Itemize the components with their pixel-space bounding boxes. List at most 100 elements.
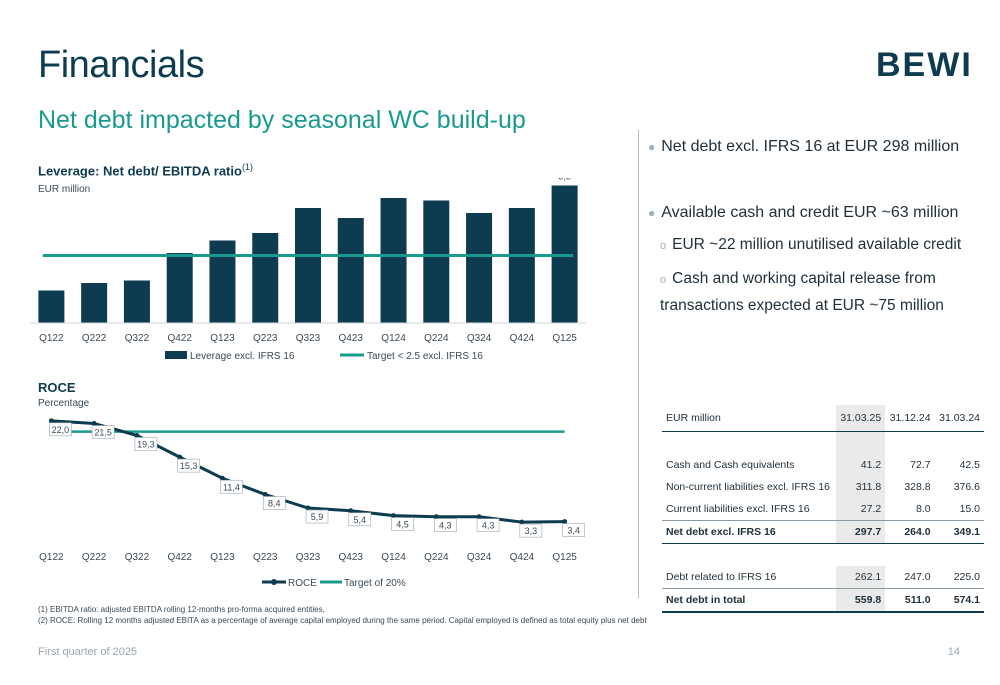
leverage-bar xyxy=(337,218,364,323)
leverage-bar xyxy=(423,200,450,323)
bar-data-label: 5,5 xyxy=(558,178,571,182)
x-tick-label: Q124 xyxy=(381,552,406,563)
data-label-box xyxy=(519,523,543,538)
data-label-box xyxy=(305,509,329,524)
roce-data-label: 3,3 xyxy=(525,526,538,536)
roce-data-label: 19,3 xyxy=(137,439,155,449)
x-tick-label: Q324 xyxy=(467,333,492,344)
legend-label: Target of 20% xyxy=(344,578,406,589)
table-cell: 72.7 xyxy=(910,459,931,471)
page-number: 14 xyxy=(947,646,960,658)
legend-label: Leverage excl. IFRS 16 xyxy=(190,351,295,362)
table-cell: Net debt in total xyxy=(662,588,836,613)
circle-bullet-icon: o xyxy=(660,274,667,286)
footer-text: First quarter of 2025 xyxy=(38,646,138,658)
x-tick-label: Q125 xyxy=(552,333,577,344)
leverage-bar xyxy=(252,233,279,323)
table-cell: Net debt excl. IFRS 16 xyxy=(662,520,836,544)
table-cell: Non-current liabilities excl. IFRS 16 xyxy=(666,481,830,493)
table-header-cell: 31.03.24 xyxy=(934,405,984,432)
table-row: Cash and Cash equivalents 41.2 72.7 42.5 xyxy=(662,454,984,476)
table-cell: 247.0 xyxy=(904,571,931,583)
data-label-box xyxy=(348,512,372,527)
table-cell: 225.0 xyxy=(953,571,980,583)
data-label-box xyxy=(134,437,158,451)
data-label-box xyxy=(177,458,200,473)
table-cell: 15.0 xyxy=(959,503,980,515)
x-tick-label: Q324 xyxy=(467,552,492,563)
x-tick-label: Q222 xyxy=(82,333,107,344)
table-cell: 376.6 xyxy=(953,481,980,493)
leverage-chart: Q122 Q222 Q322 Q422 Q123 Q223 Q323 Q423 Q124 Q224… xyxy=(30,178,586,362)
data-label-box xyxy=(391,517,414,531)
roce-point xyxy=(562,519,568,525)
data-label-box xyxy=(49,422,72,437)
table-cell: 511.0 xyxy=(885,588,935,613)
data-label-box xyxy=(220,479,243,494)
legend-label: Target < 2.5 excl. IFRS 16 xyxy=(367,351,483,362)
roce-point xyxy=(91,421,97,427)
roce-point xyxy=(134,432,140,438)
table-cell: 41.2 xyxy=(835,454,886,476)
roce-chart: 22,0 Q122 21,5 Q222 19,3 Q322 15,3 Q422 11,4 Q123… xyxy=(39,418,585,589)
sub-bullet-text: EUR ~22 million unutilised available cre… xyxy=(672,236,962,253)
roce-data-label: 8,4 xyxy=(268,499,281,509)
roce-point xyxy=(262,492,268,497)
leverage-unit-label: EUR million xyxy=(38,184,91,195)
x-tick-label: Q122 xyxy=(39,333,64,344)
data-label-box xyxy=(434,518,457,533)
leverage-bar xyxy=(508,208,535,323)
leverage-bar xyxy=(123,280,150,323)
roce-chart-title: ROCE xyxy=(38,380,76,395)
roce-point xyxy=(433,514,439,520)
circle-bullet-icon: o xyxy=(660,240,667,252)
table-row: Current liabilities excl. IFRS 16 27.2 8… xyxy=(662,498,984,521)
data-label-box xyxy=(262,496,286,510)
x-tick-label: Q322 xyxy=(125,552,150,563)
table-cell: 574.1 xyxy=(934,588,984,613)
footnote: (1) EBITDA ratio: adjusted EBITDA rollin… xyxy=(38,605,325,614)
table-cell: 27.2 xyxy=(835,498,886,521)
bewi-logo: BEWI xyxy=(876,46,973,84)
roce-data-label: 5,9 xyxy=(311,512,324,522)
table-cell: 8.0 xyxy=(915,503,931,515)
table-cell: 349.1 xyxy=(934,520,984,544)
table-row: Debt related to IFRS 16 262.1 247.0 225.… xyxy=(662,566,984,589)
table-cell: Debt related to IFRS 16 xyxy=(666,571,777,583)
bullet-text: Available cash and credit EUR ~63 millio… xyxy=(661,204,959,221)
roce-data-label: 4,3 xyxy=(439,521,452,531)
legend-swatch-leverage xyxy=(165,351,187,359)
leverage-bar xyxy=(166,253,193,323)
x-tick-label: Q422 xyxy=(167,552,192,563)
legend-marker-roce xyxy=(271,579,277,585)
slide-subtitle: Net debt impacted by seasonal WC build-u… xyxy=(38,106,526,134)
roce-data-label: 4,5 xyxy=(396,520,409,530)
x-tick-label: Q223 xyxy=(253,333,278,344)
x-tick-label: Q223 xyxy=(253,552,278,563)
roce-point xyxy=(476,514,482,520)
table-cell: 42.5 xyxy=(959,459,980,471)
roce-point xyxy=(305,505,311,511)
bullet-dot-icon: ● xyxy=(648,140,656,154)
table-spacer-row xyxy=(662,544,984,567)
data-label-box xyxy=(91,425,115,439)
table-cell: Cash and Cash equivalents xyxy=(666,459,795,471)
table-row: Non-current liabilities excl. IFRS 16 31… xyxy=(662,476,984,498)
sub-bullet-transactions: o Cash and working capital release from t… xyxy=(660,266,960,319)
x-tick-label: Q123 xyxy=(210,333,235,344)
roce-point xyxy=(219,475,225,481)
roce-data-label: 11,4 xyxy=(223,482,240,492)
roce-data-label: 15,3 xyxy=(180,461,198,471)
leverage-footnote-ref: (1) xyxy=(241,162,253,172)
leverage-chart-title-text: Leverage: Net debt/ EBITDA ratio xyxy=(38,163,242,179)
roce-unit-label: Percentage xyxy=(38,398,90,409)
x-tick-label: Q122 xyxy=(39,552,64,563)
table-cell: 297.7 xyxy=(835,520,886,544)
slide-title: Financials xyxy=(38,44,205,86)
x-tick-label: Q125 xyxy=(552,552,577,563)
leverage-chart-title: Leverage: Net debt/ EBITDA ratio(1) xyxy=(38,162,253,178)
leverage-bar xyxy=(466,213,493,323)
table-cell: 311.8 xyxy=(835,476,886,498)
x-tick-label: Q424 xyxy=(510,552,535,563)
bullet-net-debt: ● Net debt excl. IFRS 16 at EUR 298 milli… xyxy=(648,138,959,156)
